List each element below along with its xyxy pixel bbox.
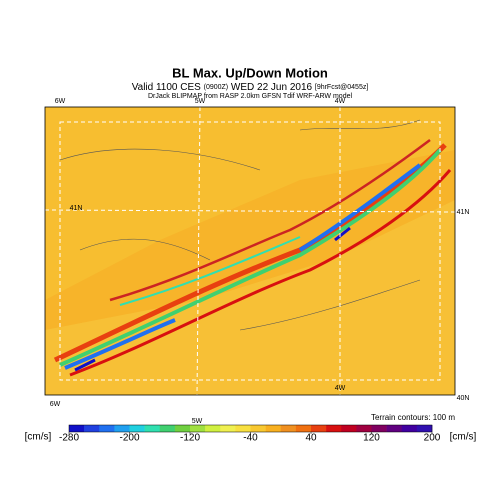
colorbar-segment xyxy=(311,425,327,432)
colorbar-segment xyxy=(84,425,100,432)
colorbar-segment xyxy=(69,425,85,432)
forecast-info: [9hrFcst@0455z] xyxy=(315,84,368,91)
colorbar-tick-label: -120 xyxy=(180,433,200,444)
colorbar-segment xyxy=(250,425,266,432)
map-field xyxy=(44,106,456,396)
lon-label: 5W xyxy=(192,418,203,425)
graticule xyxy=(44,106,456,396)
colorbar-segment xyxy=(341,425,357,432)
meridian xyxy=(196,106,201,396)
colorbar-tick-label: 200 xyxy=(424,433,441,444)
colorbar-segment xyxy=(144,425,161,432)
colorbar-tick-label: 40 xyxy=(305,433,317,444)
colorbar-tick-label: -280 xyxy=(59,433,79,444)
ridge-band xyxy=(53,143,447,363)
colorbar-segment xyxy=(280,425,297,432)
colorbar: [cm/s] [cm/s] -280 -200 -120 -40 40 120 200 xyxy=(25,424,477,444)
field-patch xyxy=(45,200,455,395)
lon-label: 6W xyxy=(55,98,66,105)
ridge-band xyxy=(109,138,431,302)
valid-date: WED 22 Jun 2016 xyxy=(231,82,313,93)
colorbar-segment xyxy=(326,425,342,432)
colorbar-segment xyxy=(114,425,130,432)
colorbar-segment xyxy=(235,425,251,432)
map-frame xyxy=(44,106,456,396)
ridge-band xyxy=(69,169,452,377)
colorbar-segment xyxy=(174,425,191,432)
ridge-band xyxy=(64,163,422,370)
valid-line: Valid 1100 CES (0900Z) WED 22 Jun 2016 [… xyxy=(132,82,369,93)
colorbar-tick-label: -40 xyxy=(243,433,258,444)
terrain-contour xyxy=(59,119,421,331)
lat-label: 41N xyxy=(457,209,470,216)
colorbar-segment xyxy=(371,425,387,432)
lat-label: 40N xyxy=(457,395,470,402)
coordinate-labels: 6W 5W 4W 6W 5W 4W 41N 41N 40N xyxy=(50,98,470,425)
colorbar-segment xyxy=(190,425,206,432)
colorbar-segment xyxy=(356,425,372,432)
ridge-core xyxy=(74,226,351,372)
valid-zulu: (0900Z) xyxy=(204,84,229,91)
colorbar-segment xyxy=(295,425,312,432)
colorbar-tick-label: -200 xyxy=(119,433,139,444)
valid-time: Valid 1100 CES xyxy=(132,82,201,93)
unit-label: [cm/s] xyxy=(450,432,477,443)
lon-label: 4W xyxy=(335,98,346,105)
colorbar-segment xyxy=(401,425,418,432)
map-title: BL Max. Up/Down Motion xyxy=(172,65,328,80)
colorbar-segment xyxy=(416,425,433,432)
parallel xyxy=(44,209,456,213)
ridge-band xyxy=(59,148,442,367)
colorbar-segment xyxy=(220,425,236,432)
colorbar-segment xyxy=(129,425,145,432)
field-patch xyxy=(45,107,455,300)
credit: DrJack BLIPMAP from RASP 2.0km GFSN Tdif… xyxy=(148,93,353,100)
lon-label: 6W xyxy=(50,401,61,408)
inner-frame xyxy=(59,121,441,381)
lat-label: 41N xyxy=(70,205,83,212)
colorbar-segment xyxy=(386,425,403,432)
terrain-note: Terrain contours: 100 m xyxy=(371,413,455,422)
unit-label: [cm/s] xyxy=(25,432,52,443)
colorbar-segment xyxy=(99,425,115,432)
lon-label: 5W xyxy=(195,98,206,105)
ridge-band xyxy=(119,236,301,306)
colorbar-tick-label: 120 xyxy=(363,433,380,444)
colorbar-segment xyxy=(159,425,176,432)
colorbar-segment xyxy=(205,425,221,432)
lon-label: 4W xyxy=(335,385,346,392)
colorbar-segment xyxy=(265,425,282,432)
